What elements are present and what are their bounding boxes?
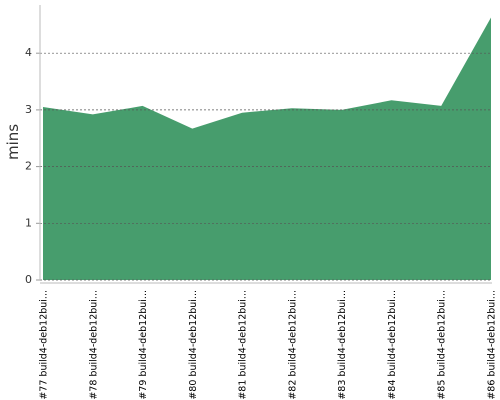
x-tick-label: #84 build4-deb12bui... [387, 290, 398, 400]
x-tick-label: #80 build4-deb12bui... [188, 290, 199, 400]
x-tick-label: #82 build4-deb12bui... [287, 290, 298, 400]
x-tick-label: #81 build4-deb12bui... [238, 290, 249, 400]
y-tick-label: 4 [25, 46, 32, 59]
area [43, 17, 491, 281]
y-tick-label: 2 [25, 160, 32, 173]
y-axis-label: mins [4, 124, 22, 160]
x-tick-label: #78 build4-deb12bui... [88, 290, 99, 400]
y-tick-label: 3 [25, 103, 32, 116]
y-tick-label: 0 [25, 273, 32, 286]
x-tick-label: #83 build4-deb12bui... [337, 290, 348, 400]
x-tick-label: #79 build4-deb12bui... [138, 290, 149, 400]
x-tick-label: #86 build4-deb12bui... [487, 290, 498, 400]
x-tick-label: #77 build4-deb12bui... [39, 290, 50, 400]
y-tick-label: 1 [25, 216, 32, 229]
x-tick-label: #85 build4-deb12bui... [437, 290, 448, 400]
